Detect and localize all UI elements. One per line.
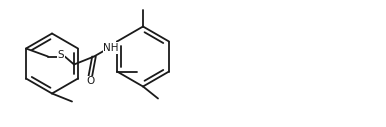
Text: O: O — [86, 76, 94, 86]
Text: S: S — [58, 50, 64, 60]
Text: NH: NH — [103, 43, 119, 53]
